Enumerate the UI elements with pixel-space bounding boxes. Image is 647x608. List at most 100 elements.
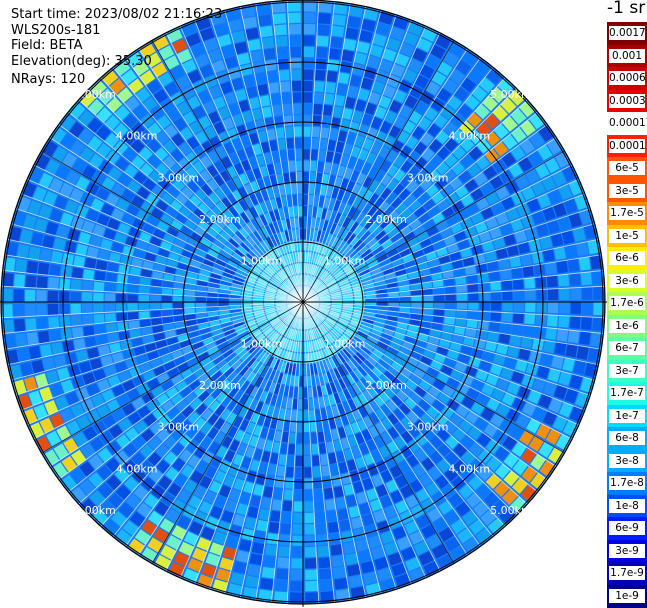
- range-gate-cell: [34, 218, 48, 233]
- ray-line: [20, 301, 304, 411]
- range-gate-cell: [315, 47, 328, 59]
- ray-line: [15, 301, 304, 396]
- range-gate-cell: [410, 350, 422, 361]
- range-gate-cell: [56, 425, 71, 441]
- range-gate-cell: [290, 569, 303, 581]
- range-gate-cell: [371, 449, 383, 462]
- range-gate-cell: [460, 194, 474, 207]
- range-gate-cell: [178, 541, 195, 556]
- range-gate-cell: [369, 399, 380, 411]
- range-gate-cell: [294, 137, 302, 149]
- range-gate-cell: [244, 280, 255, 287]
- range-gate-cell: [152, 271, 164, 280]
- range-gate-cell: [184, 296, 195, 302]
- range-gate-cell: [500, 97, 517, 114]
- range-gate-cell: [207, 49, 222, 63]
- range-gate-cell: [407, 356, 419, 367]
- range-gate-cell: [275, 322, 284, 331]
- range-gate-cell: [273, 488, 284, 500]
- range-gate-cell: [297, 410, 303, 421]
- range-gate-cell: [511, 267, 523, 279]
- range-gate-cell: [388, 382, 400, 394]
- range-gate-cell: [210, 244, 222, 254]
- range-gate-cell: [163, 323, 175, 332]
- range-gate-cell: [139, 70, 156, 86]
- range-gate-cell: [393, 154, 406, 168]
- range-gate-cell: [360, 272, 371, 279]
- range-gate-cell: [268, 315, 279, 322]
- range-gate-cell: [277, 557, 290, 569]
- range-gate-cell: [532, 338, 544, 351]
- range-gate-cell: [354, 99, 367, 112]
- range-gate-cell: [275, 273, 284, 282]
- range-gate-cell: [262, 176, 272, 188]
- range-gate-cell: [543, 340, 556, 354]
- range-gate-cell: [287, 265, 293, 276]
- range-gate-cell: [311, 138, 319, 149]
- range-gate-cell: [526, 418, 541, 434]
- range-gate-cell: [242, 75, 255, 88]
- range-gate-cell: [4, 334, 16, 350]
- range-gate-cell: [499, 507, 516, 524]
- range-gate-cell: [397, 130, 410, 144]
- range-gate-cell: [417, 261, 429, 271]
- range-gate-cell: [315, 500, 325, 512]
- range-gate-cell: [295, 330, 299, 341]
- range-gate-cell: [268, 521, 280, 534]
- colorbar-segment: 0.001: [607, 44, 647, 68]
- range-ring-label: 5.00km: [74, 88, 116, 101]
- range-gate-cell: [362, 202, 372, 214]
- range-gate-cell: [177, 157, 191, 171]
- range-gate-cell: [437, 371, 450, 383]
- range-gate-cell: [317, 545, 330, 557]
- range-gate-cell: [240, 242, 250, 253]
- range-gate-cell: [407, 21, 424, 36]
- range-gate-cell: [316, 326, 323, 337]
- range-gate-cell: [466, 162, 481, 177]
- range-gate-cell: [266, 288, 277, 294]
- colorbar-tick-label: 0.0006: [609, 71, 646, 86]
- colorbar-tick-label: 3e-6: [609, 273, 645, 288]
- range-gate-cell: [273, 162, 282, 174]
- range-gate-cell: [214, 418, 226, 431]
- range-gate-cell: [321, 257, 328, 268]
- range-gate-cell: [357, 88, 370, 101]
- range-gate-cell: [389, 464, 403, 478]
- range-gate-cell: [243, 283, 254, 289]
- range-gate-cell: [51, 342, 64, 356]
- range-gate-cell: [375, 70, 389, 84]
- range-gate-cell: [296, 444, 303, 455]
- range-gate-cell: [313, 363, 319, 375]
- range-gate-cell: [174, 213, 187, 225]
- range-ring-label: 1.00km: [324, 338, 366, 351]
- range-gate-cell: [426, 225, 439, 237]
- ray-line: [4, 301, 304, 350]
- range-gate-cell: [179, 206, 192, 219]
- range-gate-cell: [268, 223, 276, 235]
- ray-line: [302, 1, 335, 303]
- range-gate-cell: [109, 342, 122, 354]
- range-gate-cell: [342, 204, 351, 216]
- range-ring-label: 1.00km: [241, 338, 283, 351]
- range-gate-cell: [288, 278, 295, 288]
- ray-line: [33, 164, 304, 303]
- range-gate-cell: [297, 421, 303, 433]
- range-gate-cell: [353, 289, 364, 294]
- range-gate-cell: [142, 260, 154, 270]
- range-gate-cell: [3, 257, 16, 272]
- range-gate-cell: [278, 545, 291, 557]
- range-gate-cell: [242, 313, 254, 318]
- range-gate-cell: [409, 218, 421, 230]
- range-gate-cell: [232, 343, 243, 352]
- range-gate-cell: [356, 380, 366, 392]
- range-gate-cell: [184, 200, 197, 213]
- range-gate-cell: [592, 270, 604, 285]
- range-gate-cell: [127, 388, 141, 402]
- range-gate-cell: [500, 367, 514, 380]
- range-gate-cell: [202, 378, 214, 389]
- ray-line: [179, 301, 304, 579]
- range-gate-cell: [337, 366, 346, 377]
- range-gate-cell: [512, 477, 528, 494]
- range-gate-cell: [456, 302, 468, 310]
- range-gate-cell: [350, 357, 360, 368]
